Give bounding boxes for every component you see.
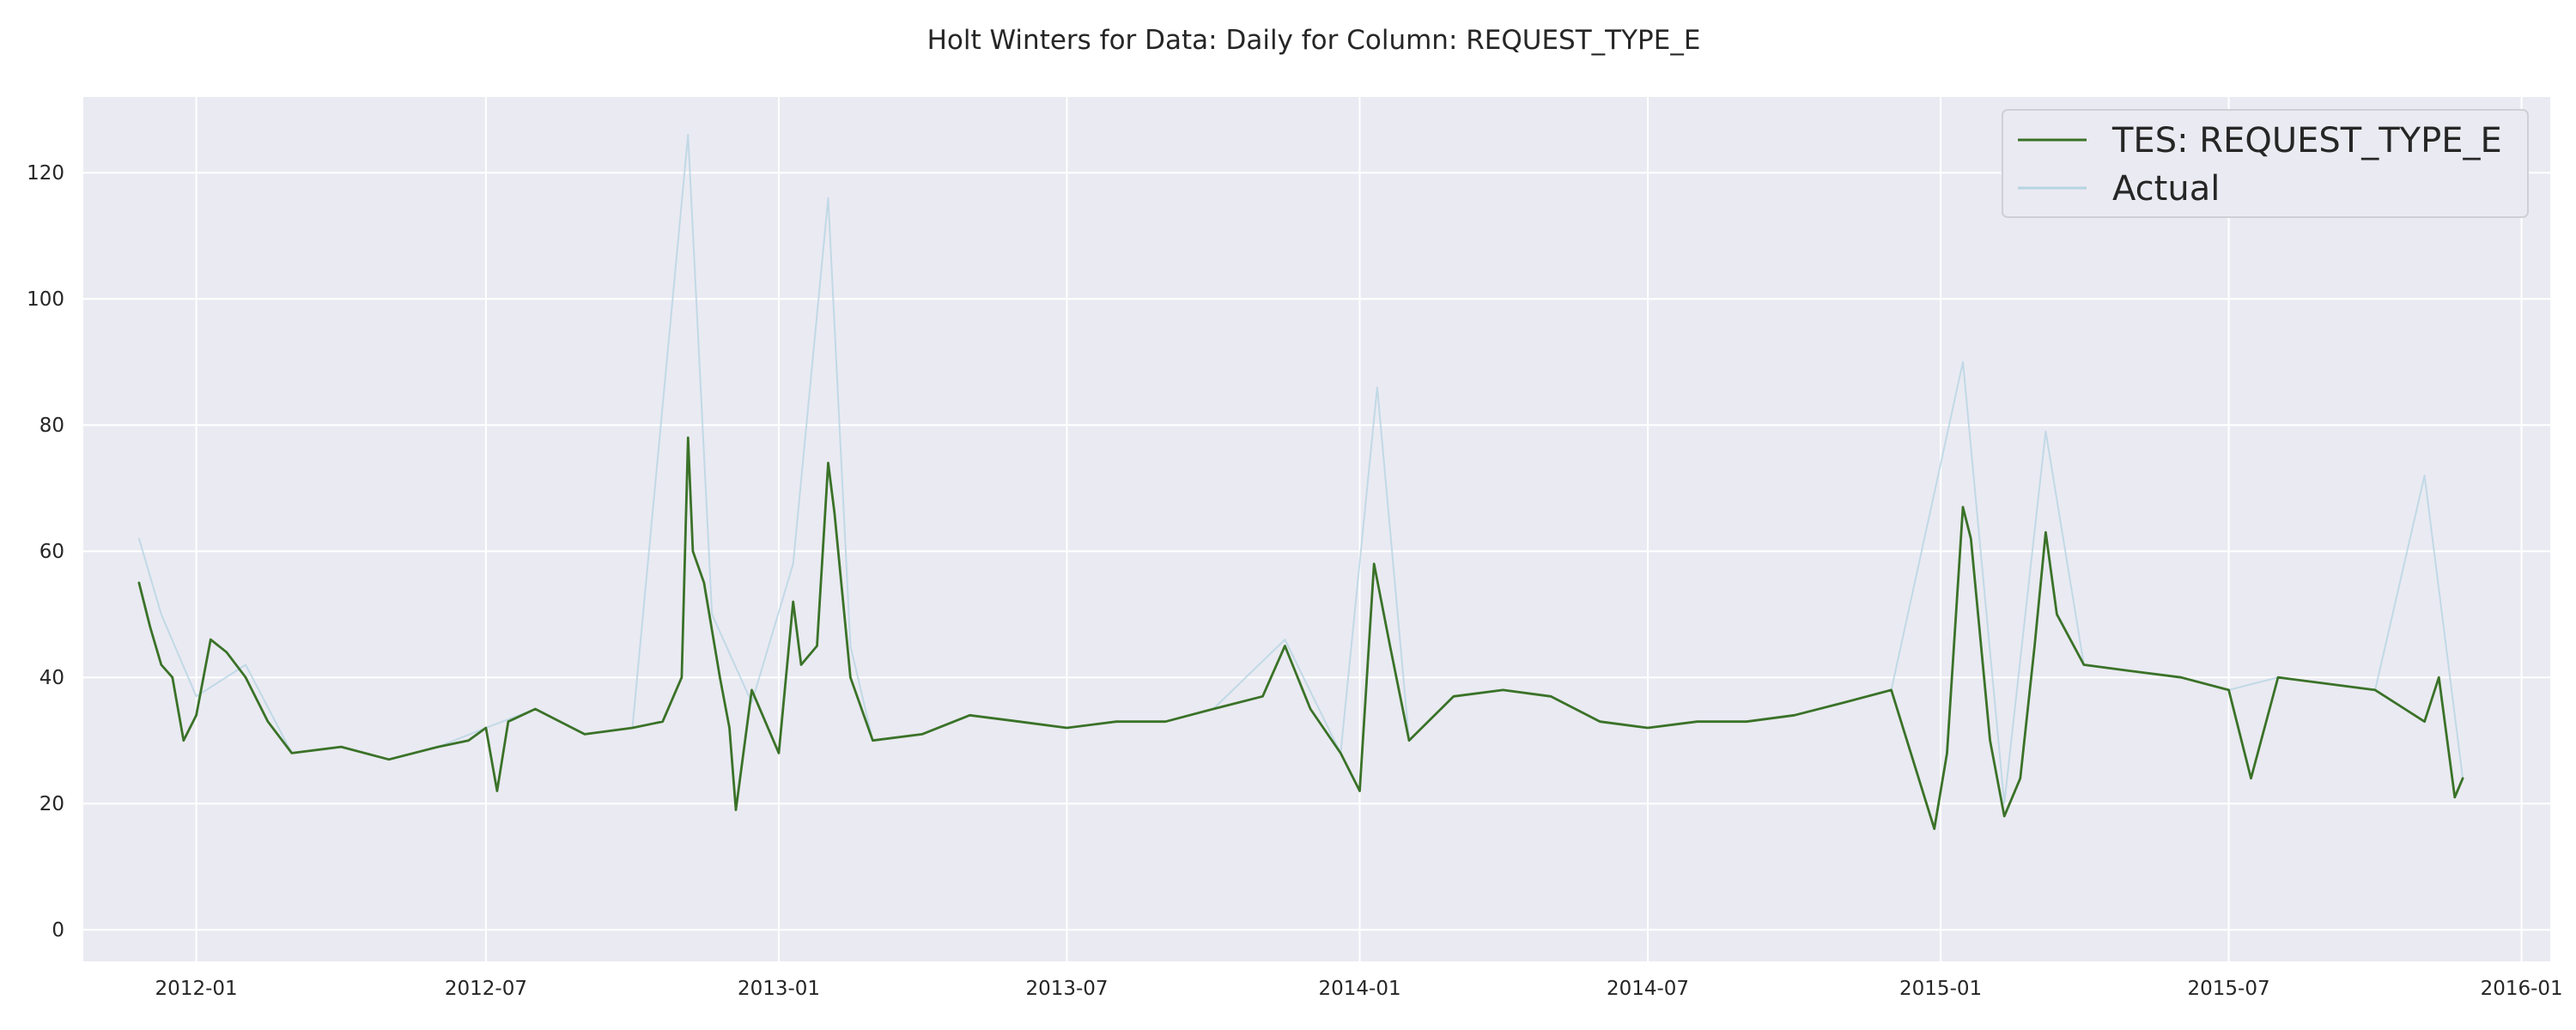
legend-label: Actual [2112, 169, 2220, 209]
y-tick-label: 80 [39, 415, 64, 437]
y-tick-label: 0 [52, 919, 64, 942]
tick-labels: 2012-01 2012-07 2013-01 2013-07 2014-01 2014-… [27, 162, 2563, 1000]
legend-label: TES: REQUEST_TYPE_E [2111, 121, 2502, 161]
series-line-actual [137, 134, 2464, 805]
y-tick-label: 20 [39, 793, 64, 815]
x-tick-label: 2016-01 [2481, 978, 2563, 1000]
x-tick-label: 2015-07 [2188, 978, 2270, 1000]
legend-box [2002, 109, 2529, 218]
x-tick-label: 2013-07 [1025, 978, 1108, 1000]
x-tick-label: 2013-01 [738, 978, 820, 1000]
chart-title: Holt Winters for Data: Daily for Column:… [927, 25, 1701, 56]
x-tick-label: 2014-07 [1607, 978, 1689, 1000]
x-tick-label: 2015-01 [1899, 978, 1982, 1000]
x-tick-label: 2012-01 [155, 978, 238, 1000]
y-tick-label: 100 [27, 288, 64, 311]
x-tick-label: 2012-07 [445, 978, 527, 1000]
y-tick-label: 40 [39, 667, 64, 689]
plot-area [83, 97, 2550, 961]
series-layer [137, 134, 2464, 830]
x-tick-label: 2014-01 [1318, 978, 1400, 1000]
y-tick-label: 60 [39, 541, 64, 563]
series-line-tes [137, 436, 2464, 830]
y-tick-label: 120 [27, 162, 64, 185]
legend: TES: REQUEST_TYPE_E Actual [2002, 109, 2529, 218]
grid [83, 97, 2550, 961]
